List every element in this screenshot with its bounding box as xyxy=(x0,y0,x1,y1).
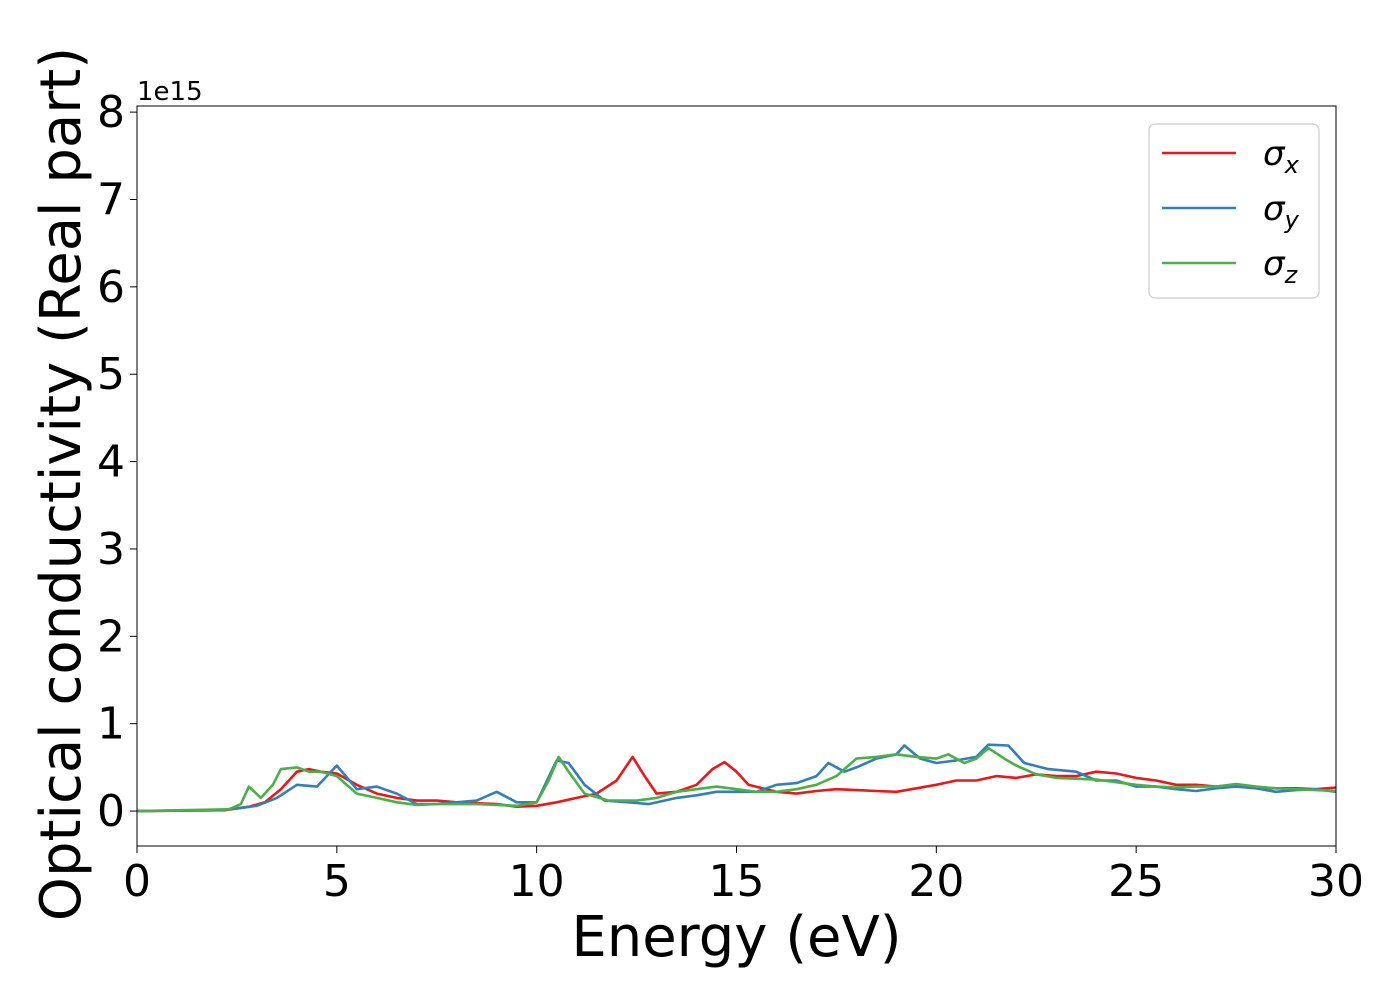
y-tick-label: 8 xyxy=(97,87,125,138)
x-tick-label: 5 xyxy=(323,856,351,907)
legend-box xyxy=(1148,123,1320,299)
y-tick-label: 2 xyxy=(97,611,125,662)
y-tick-label: 5 xyxy=(97,349,125,400)
x-axis-title: Energy (eV) xyxy=(571,905,901,970)
series-line-y xyxy=(136,743,1337,813)
x-tick-label: 15 xyxy=(709,856,765,907)
y-tick-label: 3 xyxy=(97,524,125,575)
y-axis-title: Optical conductivity (Real part) xyxy=(29,47,94,921)
y-tick-label: 6 xyxy=(97,262,125,313)
legend: σx σy σz xyxy=(1148,123,1320,299)
legend-label-z: σz xyxy=(1263,244,1299,289)
y-tick-label: 4 xyxy=(97,437,125,488)
x-tick-label: 25 xyxy=(1108,856,1164,907)
y-tick-label: 7 xyxy=(97,174,125,225)
y-tick-label: 1 xyxy=(97,699,125,750)
y-axis: 0 1 2 3 4 5 6 7 8 xyxy=(97,87,137,837)
legend-label-y: σy xyxy=(1263,189,1300,234)
legend-label-x: σx xyxy=(1263,134,1300,179)
series-layer xyxy=(136,743,1337,813)
x-tick-label: 0 xyxy=(123,856,151,907)
x-axis: 0 5 10 15 20 25 30 xyxy=(123,846,1364,907)
series-line-x xyxy=(136,755,1337,813)
x-tick-label: 30 xyxy=(1308,856,1364,907)
x-tick-label: 10 xyxy=(509,856,565,907)
y-offset-label: 1e15 xyxy=(137,77,203,107)
y-tick-label: 0 xyxy=(97,786,125,837)
series-line-z xyxy=(136,746,1337,813)
x-tick-label: 20 xyxy=(908,856,964,907)
